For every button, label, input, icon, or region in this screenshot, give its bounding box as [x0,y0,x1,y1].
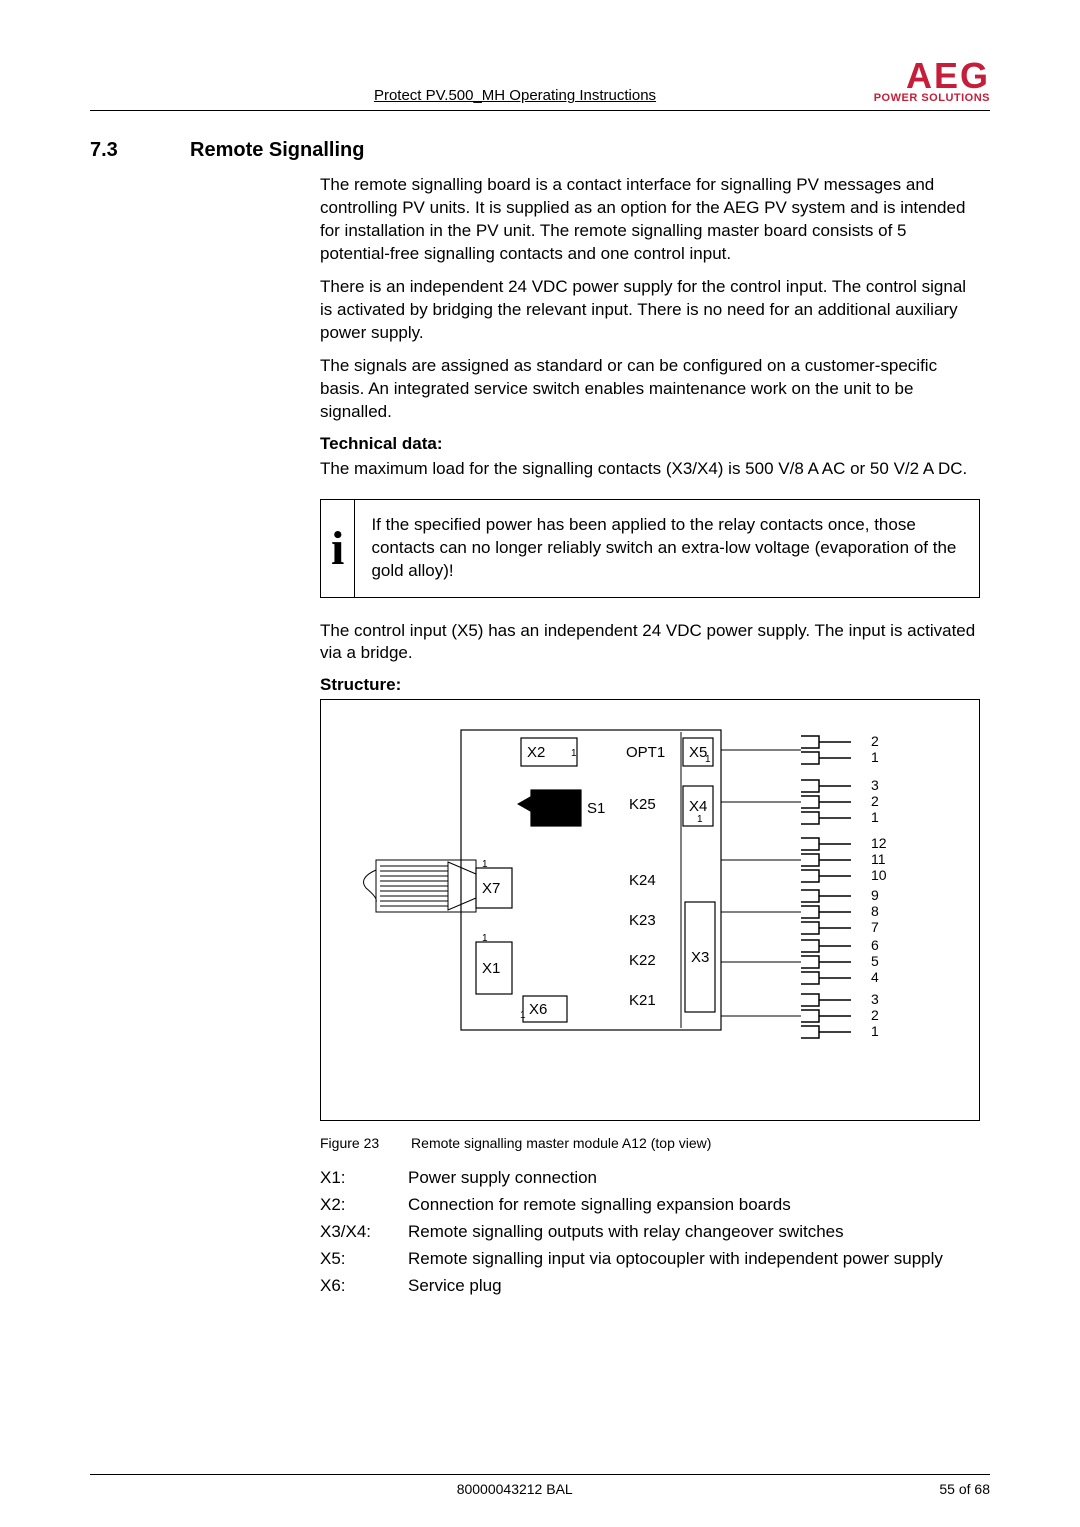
svg-text:1: 1 [871,1023,879,1039]
definition-text: Connection for remote signalling expansi… [408,1194,791,1217]
definition-row: X1:Power supply connection [320,1167,980,1190]
svg-text:K21: K21 [629,992,656,1009]
definition-term: X2: [320,1194,408,1217]
svg-text:1: 1 [705,754,711,765]
svg-text:X7: X7 [482,880,500,897]
svg-text:7: 7 [871,919,879,935]
definition-term: X1: [320,1167,408,1190]
svg-text:1: 1 [520,1010,526,1021]
structure-diagram-container: X21OPT1X51S1K25X41X71K24K23X3X11K22K21X6… [320,699,980,1121]
figure-label: Figure 23 [320,1135,379,1151]
svg-text:K22: K22 [629,952,656,969]
svg-text:11: 11 [871,851,886,867]
info-notice-box: i If the specified power has been applie… [320,499,980,598]
figure-caption: Figure 23 Remote signalling master modul… [320,1135,980,1151]
paragraph: The maximum load for the signalling cont… [320,458,980,481]
svg-text:2: 2 [871,1007,879,1023]
svg-text:8: 8 [871,903,879,919]
svg-text:1: 1 [571,748,577,759]
info-text: If the specified power has been applied … [355,500,979,597]
structure-heading: Structure: [320,675,980,695]
definition-text: Service plug [408,1275,502,1298]
paragraph: There is an independent 24 VDC power sup… [320,276,980,345]
svg-text:5: 5 [871,953,879,969]
svg-text:2: 2 [871,793,879,809]
svg-text:S1: S1 [587,800,605,817]
logo-subtitle: POWER SOLUTIONS [850,92,990,104]
svg-text:K25: K25 [629,796,656,813]
svg-text:1: 1 [871,809,879,825]
svg-text:1: 1 [697,814,703,825]
svg-text:4: 4 [871,969,879,985]
structure-diagram: X21OPT1X51S1K25X41X71K24K23X3X11K22K21X6… [351,718,951,1098]
figure-caption-text: Remote signalling master module A12 (top… [411,1135,711,1151]
svg-text:12: 12 [871,835,887,851]
page-header: Protect PV.500_MH Operating Instructions… [90,60,990,111]
svg-text:3: 3 [871,991,879,1007]
page-footer: 80000043212 BAL 55 of 68 [90,1474,990,1497]
definition-list: X1:Power supply connectionX2:Connection … [320,1167,980,1298]
svg-text:1: 1 [482,933,488,944]
svg-text:3: 3 [871,777,879,793]
section-number: 7.3 [90,139,150,162]
svg-text:K23: K23 [629,912,656,929]
paragraph: The control input (X5) has an independen… [320,620,980,666]
paragraph: The remote signalling board is a contact… [320,174,980,266]
definition-row: X3/X4:Remote signalling outputs with rel… [320,1221,980,1244]
section-heading: 7.3 Remote Signalling [90,139,990,162]
paragraph: The signals are assigned as standard or … [320,355,980,424]
info-icon-cell: i [321,500,355,597]
section-title: Remote Signalling [190,139,364,162]
definition-term: X6: [320,1275,408,1298]
svg-text:K24: K24 [629,872,656,889]
svg-text:X3: X3 [691,949,709,966]
definition-text: Remote signalling outputs with relay cha… [408,1221,844,1244]
svg-text:X1: X1 [482,960,500,977]
svg-text:1: 1 [871,749,879,765]
definition-text: Remote signalling input via optocoupler … [408,1248,943,1271]
technical-data-heading: Technical data: [320,434,980,454]
footer-page-number: 55 of 68 [939,1481,990,1497]
definition-row: X5:Remote signalling input via optocoupl… [320,1248,980,1271]
definition-term: X3/X4: [320,1221,408,1244]
definition-row: X2:Connection for remote signalling expa… [320,1194,980,1217]
svg-text:X4: X4 [689,798,707,815]
info-icon: i [331,521,344,576]
svg-text:1: 1 [482,859,488,870]
svg-text:2: 2 [871,733,879,749]
definition-term: X5: [320,1248,408,1271]
svg-text:X2: X2 [527,744,545,761]
logo-text: AEG [850,60,990,92]
definition-row: X6:Service plug [320,1275,980,1298]
footer-doc-number: 80000043212 BAL [90,1481,939,1497]
doc-title: Protect PV.500_MH Operating Instructions [180,87,850,104]
svg-text:X6: X6 [529,1001,547,1018]
svg-text:6: 6 [871,937,879,953]
aeg-logo: AEG POWER SOLUTIONS [850,60,990,104]
svg-text:OPT1: OPT1 [626,744,665,761]
svg-text:10: 10 [871,867,887,883]
definition-text: Power supply connection [408,1167,597,1190]
svg-text:9: 9 [871,887,879,903]
